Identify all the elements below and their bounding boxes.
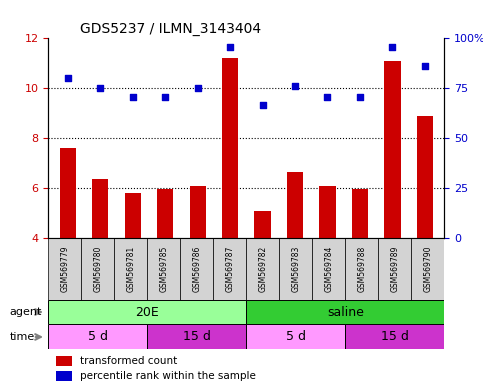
Text: 20E: 20E	[135, 306, 159, 318]
Bar	[417, 116, 433, 238]
FancyBboxPatch shape	[48, 324, 147, 349]
Point	[291, 83, 299, 89]
Bar	[56, 371, 72, 381]
Text: percentile rank within the sample: percentile rank within the sample	[80, 371, 256, 381]
FancyBboxPatch shape	[48, 300, 246, 324]
Text: GSM569790: GSM569790	[424, 245, 432, 292]
Point	[161, 94, 169, 100]
FancyBboxPatch shape	[378, 238, 412, 300]
Bar	[56, 356, 72, 366]
FancyBboxPatch shape	[114, 238, 147, 300]
Bar	[384, 61, 400, 238]
Text: transformed count: transformed count	[80, 356, 177, 366]
Text: GSM569782: GSM569782	[258, 245, 267, 292]
FancyBboxPatch shape	[180, 238, 213, 300]
FancyBboxPatch shape	[246, 324, 345, 349]
FancyBboxPatch shape	[48, 238, 81, 300]
FancyBboxPatch shape	[313, 238, 345, 300]
Text: agent: agent	[10, 307, 42, 317]
Text: saline: saline	[327, 306, 364, 318]
Point	[129, 94, 137, 100]
Point	[388, 44, 396, 50]
FancyBboxPatch shape	[345, 238, 378, 300]
Point	[97, 85, 104, 91]
FancyBboxPatch shape	[279, 238, 313, 300]
Text: GSM569788: GSM569788	[357, 245, 366, 292]
Bar	[125, 193, 141, 238]
Text: GSM569779: GSM569779	[60, 245, 69, 292]
Bar	[157, 189, 173, 238]
Text: GSM569784: GSM569784	[325, 245, 333, 292]
Bar	[60, 148, 76, 238]
Text: time: time	[10, 332, 35, 342]
Text: GSM569783: GSM569783	[291, 245, 300, 292]
Point	[259, 101, 267, 108]
Bar	[222, 58, 238, 238]
Text: 15 d: 15 d	[381, 331, 409, 343]
FancyBboxPatch shape	[147, 324, 246, 349]
Text: GDS5237 / ILMN_3143404: GDS5237 / ILMN_3143404	[80, 22, 261, 36]
Text: GSM569789: GSM569789	[390, 245, 399, 292]
Bar	[92, 179, 108, 238]
Text: GSM569787: GSM569787	[226, 245, 234, 292]
Text: 5 d: 5 d	[286, 331, 306, 343]
FancyBboxPatch shape	[412, 238, 444, 300]
Point	[324, 94, 331, 100]
Bar	[255, 210, 270, 238]
Point	[226, 44, 234, 50]
Text: 5 d: 5 d	[88, 331, 108, 343]
Text: GSM569785: GSM569785	[159, 245, 168, 292]
FancyBboxPatch shape	[213, 238, 246, 300]
Point	[64, 75, 71, 81]
Text: GSM569780: GSM569780	[93, 245, 102, 292]
Point	[356, 94, 364, 100]
FancyBboxPatch shape	[246, 300, 444, 324]
FancyBboxPatch shape	[81, 238, 114, 300]
FancyBboxPatch shape	[345, 324, 444, 349]
Point	[194, 85, 201, 91]
FancyBboxPatch shape	[246, 238, 279, 300]
Point	[421, 63, 429, 69]
Bar	[352, 189, 368, 238]
Bar	[287, 172, 303, 238]
FancyBboxPatch shape	[147, 238, 180, 300]
Text: GSM569786: GSM569786	[192, 245, 201, 292]
Bar	[189, 186, 206, 238]
Bar	[319, 186, 336, 238]
Text: 15 d: 15 d	[183, 331, 211, 343]
Text: GSM569781: GSM569781	[127, 245, 135, 292]
